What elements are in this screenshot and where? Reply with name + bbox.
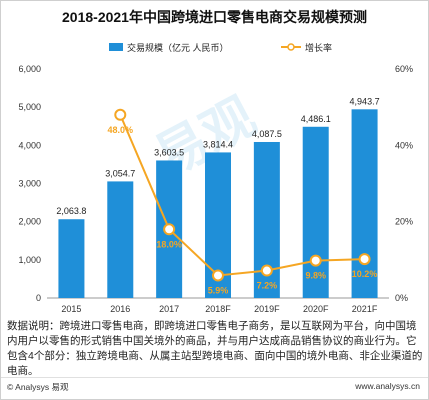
growth-value-label: 9.8% xyxy=(305,271,326,281)
bar xyxy=(58,219,85,298)
bar-value-label: 3,603.5 xyxy=(154,147,184,157)
y-left-tick-label: 4,000 xyxy=(18,140,41,150)
growth-value-label: 48.0% xyxy=(108,125,134,135)
bar-value-label: 4,943.7 xyxy=(350,96,380,106)
legend: 交易规模（亿元 人民币） 增长率 xyxy=(109,42,332,53)
y-left-tick-label: 0 xyxy=(36,293,41,303)
x-tick-label: 2017 xyxy=(159,304,179,314)
bar xyxy=(107,181,134,298)
x-tick-label: 2020F xyxy=(303,304,329,314)
x-tick-label: 2019F xyxy=(254,304,280,314)
y-left-tick-label: 2,000 xyxy=(18,217,41,227)
legend-bar-label: 交易规模（亿元 人民币） xyxy=(127,42,229,53)
growth-value-label: 10.2% xyxy=(352,269,378,279)
growth-point xyxy=(309,254,322,267)
line-series: 48.0% 18.0% 5.9% 7.2% 9.8% 10.2% xyxy=(108,108,378,295)
growth-value-label: 5.9% xyxy=(208,285,229,295)
x-tick-label: 2018F xyxy=(205,304,231,314)
y-right-tick-label: 60% xyxy=(395,64,413,74)
bar-value-label: 3,054.7 xyxy=(105,168,135,178)
growth-point xyxy=(114,108,127,121)
growth-value-label: 18.0% xyxy=(156,239,182,249)
bar xyxy=(302,126,329,298)
x-tick-label: 2021F xyxy=(352,304,378,314)
bar-value-label: 2,063.8 xyxy=(56,206,86,216)
legend-line-label: 增长率 xyxy=(305,42,332,53)
x-tick-label: 2016 xyxy=(110,304,130,314)
legend-bar-swatch xyxy=(109,43,123,51)
footer-site: www.analysys.cn xyxy=(355,381,420,391)
x-tick-label: 2015 xyxy=(61,304,81,314)
growth-point xyxy=(358,253,371,266)
y-right-tick-label: 20% xyxy=(395,217,413,227)
y-left-tick-label: 3,000 xyxy=(18,179,41,189)
bar-value-label: 4,087.5 xyxy=(252,129,282,139)
legend-line-marker xyxy=(287,43,295,51)
growth-point xyxy=(212,269,224,282)
bar-value-label: 4,486.1 xyxy=(301,114,331,124)
y-left-tick-label: 5,000 xyxy=(18,102,41,112)
footer-brand: © Analysys 易观 xyxy=(7,382,69,392)
growth-point xyxy=(260,264,273,277)
data-note: 数据说明：跨境进口零售电商，即跨境进口零售电子商务，是以互联网为平台，向中国境内… xyxy=(7,320,423,377)
bar xyxy=(351,109,378,298)
bar-value-label: 3,814.4 xyxy=(203,139,233,149)
y-left-tick-label: 6,000 xyxy=(18,64,41,74)
y-right-tick-label: 0% xyxy=(395,293,408,303)
growth-point xyxy=(163,223,176,236)
y-left-tick-label: 1,000 xyxy=(18,255,41,265)
growth-line xyxy=(119,114,365,277)
y-right-tick-label: 40% xyxy=(395,140,413,150)
growth-value-label: 7.2% xyxy=(257,281,278,291)
chart-title: 2018-2021年中国跨境进口零售电商交易规模预测 xyxy=(62,9,367,25)
chart-canvas: 易观 交易规模（亿元 人民币） 增长率 01,0002,0003,0004,00… xyxy=(18,42,413,314)
footer-divider xyxy=(1,377,428,378)
